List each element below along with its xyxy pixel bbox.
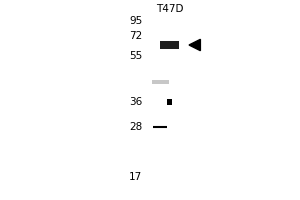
Bar: [160, 41, 179, 49]
Polygon shape: [189, 39, 200, 51]
Bar: [152, 80, 169, 84]
Text: 17: 17: [129, 172, 142, 182]
Text: T47D: T47D: [156, 4, 183, 14]
Text: 28: 28: [129, 122, 142, 132]
Text: 36: 36: [129, 97, 142, 107]
Text: 55: 55: [129, 51, 142, 61]
Text: 95: 95: [129, 16, 142, 26]
Bar: [167, 99, 172, 105]
Text: 72: 72: [129, 31, 142, 41]
